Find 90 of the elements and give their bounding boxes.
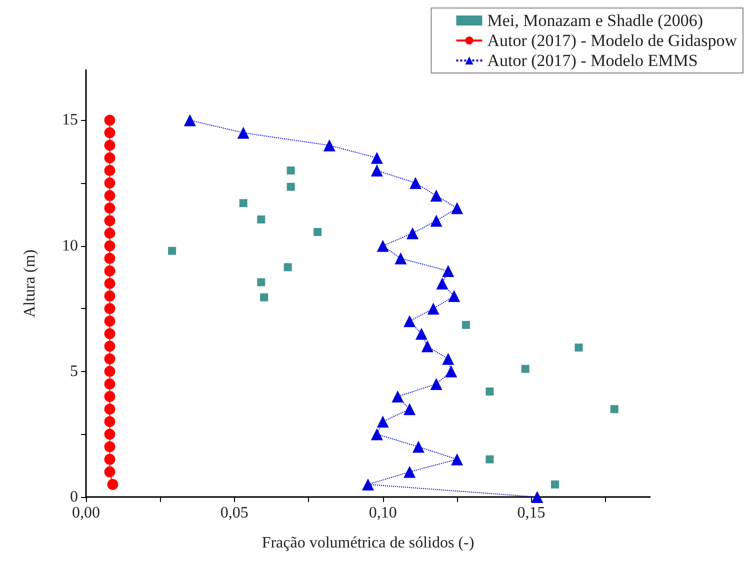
point [104, 454, 116, 465]
legend-label: Autor (2017) - Modelo de Gidaspow [487, 31, 738, 50]
point [104, 240, 116, 252]
legend-label: Autor (2017) - Modelo EMMS [487, 51, 698, 70]
point [286, 182, 295, 191]
point [574, 344, 583, 352]
x-tick-label: 0,10 [368, 504, 397, 522]
point [442, 352, 454, 365]
point [168, 246, 176, 255]
point [104, 190, 116, 202]
point [104, 290, 116, 302]
point [412, 440, 424, 453]
point [104, 353, 116, 364]
point [486, 455, 494, 464]
point [104, 316, 116, 327]
point [323, 139, 336, 152]
point [104, 228, 116, 239]
y-tick-label: 0 [70, 488, 78, 506]
point [451, 453, 464, 466]
point [104, 404, 116, 415]
point [442, 264, 454, 277]
point [392, 390, 404, 403]
point [486, 388, 494, 396]
point [521, 364, 530, 373]
point [394, 252, 407, 264]
y-tick-label: 5 [70, 362, 78, 380]
point [314, 228, 322, 236]
point [104, 428, 116, 440]
point [376, 240, 389, 252]
point [257, 278, 266, 286]
point [239, 199, 248, 208]
point [451, 202, 464, 214]
point [104, 252, 116, 264]
point [104, 202, 116, 214]
y-tick-label: 15 [62, 112, 78, 129]
point [404, 403, 416, 416]
point [104, 140, 116, 151]
x-tick-label: 0,15 [517, 504, 546, 522]
point [427, 302, 440, 315]
point [104, 278, 116, 289]
point [376, 416, 389, 428]
point [104, 391, 116, 402]
point [531, 491, 544, 503]
point [104, 328, 116, 340]
point [184, 114, 196, 126]
point [362, 478, 374, 490]
point [404, 315, 416, 328]
point [104, 340, 116, 352]
point [462, 320, 470, 329]
point [104, 178, 116, 189]
point [284, 263, 292, 272]
point [448, 290, 460, 302]
point [104, 366, 116, 377]
point [370, 164, 383, 176]
point [370, 428, 383, 440]
point [409, 177, 422, 190]
x-axis-title: Fração volumétrica de sólidos (-) [262, 534, 474, 552]
point [104, 215, 116, 226]
point [104, 441, 116, 452]
point [551, 480, 560, 488]
legend-label: Mei, Monazam e Shadle (2006) [487, 11, 703, 30]
point [104, 416, 116, 428]
point [107, 478, 118, 490]
y-tick-label: 10 [62, 237, 78, 254]
point [436, 278, 448, 290]
point [406, 227, 419, 240]
x-tick-label: 0,00 [72, 504, 100, 522]
x-tick-label: 0,05 [220, 504, 248, 522]
point [104, 152, 116, 164]
point [445, 365, 458, 378]
point [370, 152, 383, 164]
point [104, 265, 116, 276]
point [610, 405, 618, 414]
point [104, 466, 116, 478]
point [257, 215, 266, 224]
point [430, 214, 442, 227]
point [237, 126, 250, 139]
point [286, 166, 295, 174]
point [404, 466, 416, 478]
point [104, 303, 116, 314]
point [430, 378, 442, 390]
point [430, 190, 442, 202]
point [421, 340, 434, 352]
point [260, 293, 268, 302]
point [104, 127, 116, 138]
point [104, 164, 116, 176]
point [104, 378, 116, 390]
y-axis-title: Altura (m) [22, 250, 38, 318]
point [415, 328, 428, 340]
point [104, 114, 116, 126]
